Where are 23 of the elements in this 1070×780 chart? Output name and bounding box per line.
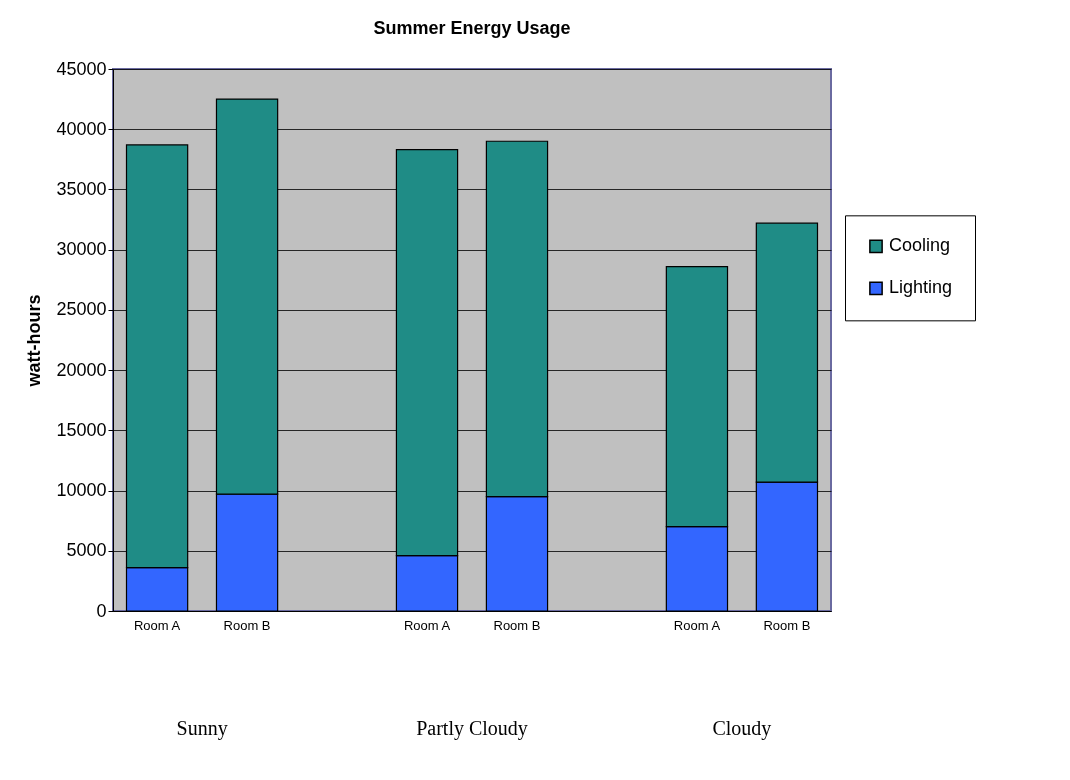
y-tick-label: 40000 [56,118,107,139]
y-tick-label: 10000 [56,480,107,501]
x-tick-label: Room A [403,617,451,633]
legend-label: Cooling [889,235,951,256]
y-tick-label: 25000 [56,299,107,320]
x-tick-label: Room A [673,617,721,633]
x-tick-label: Room B [493,617,541,633]
y-tick-label: 5000 [66,540,107,561]
x-tick-label: Room B [223,617,271,633]
y-tick-label: 20000 [56,359,107,380]
x-tick-label: Room A [133,617,181,633]
text: Cloudy [712,717,772,740]
x-tick-label: Room B [763,617,811,633]
y-axis-title: watt-hours [24,294,45,388]
y-tick-label: 35000 [56,178,107,199]
y-tick-label: 30000 [56,239,107,260]
chart-title: Summer Energy Usage [373,18,571,38]
legend-label: Lighting [889,277,953,298]
y-tick-label: 15000 [56,419,107,440]
text: Partly Cloudy [416,717,528,740]
y-tick-label: 45000 [56,58,107,79]
text: Sunny [176,717,228,740]
y-tick-label: 0 [96,600,107,621]
